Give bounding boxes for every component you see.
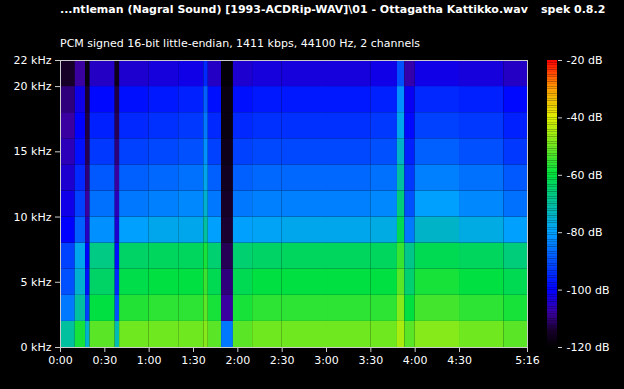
html-text:spek 0.8.2: spek 0.8.2 bbox=[541, 3, 606, 16]
svg-text:-120 dB: -120 dB bbox=[567, 341, 610, 354]
svg-text:3:30: 3:30 bbox=[358, 354, 383, 367]
html-text:PCM signed 16-bit little-endia: PCM signed 16-bit little-endian, 1411 kb… bbox=[60, 37, 420, 50]
svg-text:4:30: 4:30 bbox=[447, 354, 472, 367]
svg-text:2:30: 2:30 bbox=[270, 354, 295, 367]
svg-text:-20 dB: -20 dB bbox=[567, 54, 603, 67]
svg-text:-80 dB: -80 dB bbox=[567, 226, 603, 239]
svg-text:22 kHz: 22 kHz bbox=[14, 54, 52, 67]
svg-text:-100 dB: -100 dB bbox=[567, 284, 610, 297]
svg-text:5:16: 5:16 bbox=[515, 354, 540, 367]
svg-text:2:00: 2:00 bbox=[225, 354, 250, 367]
svg-text:-60 dB: -60 dB bbox=[567, 169, 603, 182]
svg-text:1:30: 1:30 bbox=[181, 354, 206, 367]
svg-text:3:00: 3:00 bbox=[314, 354, 339, 367]
svg-text:20 kHz: 20 kHz bbox=[14, 80, 52, 93]
svg-text:15 kHz: 15 kHz bbox=[14, 145, 52, 158]
svg-text:0 kHz: 0 kHz bbox=[21, 341, 52, 354]
svg-text:-40 dB: -40 dB bbox=[567, 111, 603, 124]
svg-text:0:00: 0:00 bbox=[48, 354, 73, 367]
svg-text:1:00: 1:00 bbox=[137, 354, 162, 367]
svg-text:4:00: 4:00 bbox=[403, 354, 428, 367]
svg-text:0:30: 0:30 bbox=[92, 354, 117, 367]
svg-text:5 kHz: 5 kHz bbox=[21, 276, 52, 289]
svg-text:10 kHz: 10 kHz bbox=[14, 211, 52, 224]
html-text:...ntleman (Nagral Sound) [199: ...ntleman (Nagral Sound) [1993-ACDRip-W… bbox=[60, 3, 528, 16]
